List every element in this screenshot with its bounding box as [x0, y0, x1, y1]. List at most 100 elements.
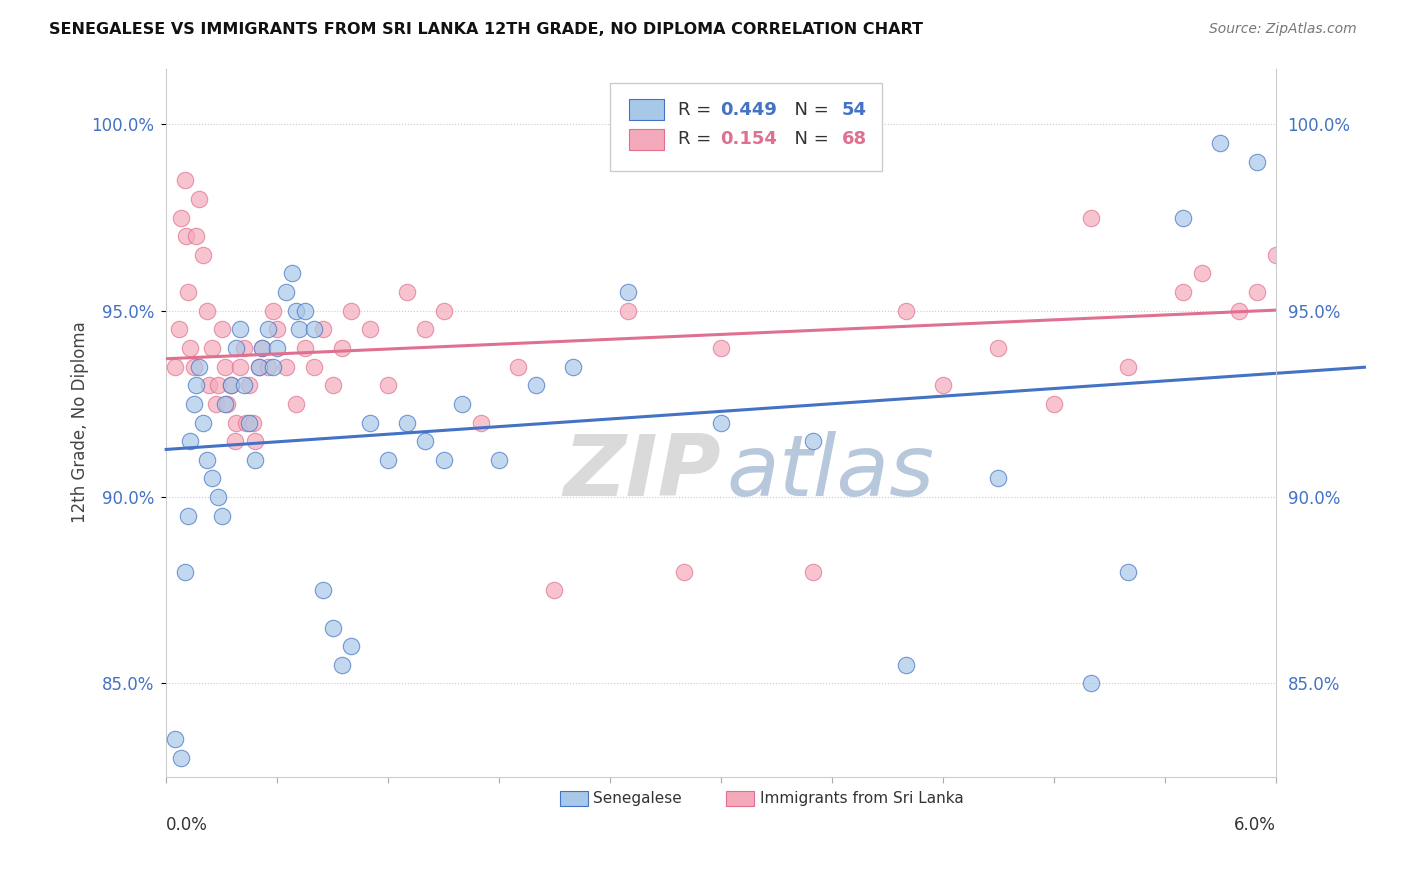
Point [294, 303, 316, 318]
Point [207, 490, 229, 504]
Point [1080, 211, 1102, 225]
Point [302, 359, 325, 374]
Point [395, 416, 418, 430]
Point [217, 397, 239, 411]
FancyBboxPatch shape [610, 83, 882, 171]
Point [232, 341, 254, 355]
Point [183, 359, 205, 374]
Point [932, 378, 955, 392]
Point [710, 416, 733, 430]
Point [987, 341, 1010, 355]
FancyBboxPatch shape [560, 791, 588, 806]
Point [1339, 211, 1361, 225]
Point [488, 453, 510, 467]
Text: Senegalese: Senegalese [593, 791, 682, 806]
Point [322, 621, 344, 635]
Text: ZIP: ZIP [564, 431, 721, 514]
Point [1264, 248, 1286, 262]
Point [288, 322, 311, 336]
Point [506, 359, 529, 374]
Point [281, 267, 304, 281]
Point [252, 341, 274, 355]
Point [232, 378, 254, 392]
Point [262, 359, 284, 374]
Point [165, 732, 187, 747]
Point [262, 303, 284, 318]
Point [247, 359, 270, 374]
Point [191, 416, 214, 430]
Point [312, 583, 335, 598]
Point [543, 583, 565, 598]
Point [894, 657, 917, 672]
Point [195, 303, 218, 318]
Point [330, 341, 353, 355]
Point [238, 378, 260, 392]
Text: Immigrants from Sri Lanka: Immigrants from Sri Lanka [759, 791, 963, 806]
Text: 54: 54 [842, 101, 868, 119]
Text: N =: N = [783, 101, 835, 119]
Point [1191, 267, 1213, 281]
Point [257, 322, 280, 336]
Point [243, 434, 266, 449]
Point [413, 322, 436, 336]
Point [413, 434, 436, 449]
Point [214, 359, 236, 374]
Point [177, 508, 200, 523]
Point [1246, 285, 1268, 300]
Point [451, 397, 474, 411]
Point [170, 751, 193, 765]
Point [167, 322, 190, 336]
Text: 68: 68 [842, 130, 868, 148]
Point [803, 434, 825, 449]
Text: 0.0%: 0.0% [166, 815, 208, 833]
Point [219, 378, 242, 392]
Point [184, 229, 207, 244]
Point [284, 397, 307, 411]
Point [242, 416, 264, 430]
Point [1227, 303, 1250, 318]
Point [188, 359, 211, 374]
Point [177, 285, 200, 300]
Point [191, 248, 214, 262]
Point [1246, 154, 1268, 169]
Text: 0.449: 0.449 [720, 101, 776, 119]
Point [803, 565, 825, 579]
Point [1209, 136, 1232, 150]
FancyBboxPatch shape [727, 791, 754, 806]
Point [1116, 359, 1139, 374]
Point [470, 416, 492, 430]
Point [224, 434, 246, 449]
Point [173, 173, 195, 187]
Point [225, 341, 247, 355]
Point [1173, 285, 1195, 300]
Point [359, 322, 381, 336]
Point [179, 434, 201, 449]
Text: 0.154: 0.154 [720, 130, 776, 148]
Text: Source: ZipAtlas.com: Source: ZipAtlas.com [1209, 22, 1357, 37]
Point [617, 303, 640, 318]
Point [710, 341, 733, 355]
Point [205, 397, 228, 411]
Point [229, 359, 252, 374]
FancyBboxPatch shape [628, 99, 665, 120]
Point [184, 378, 207, 392]
Point [894, 303, 917, 318]
Point [201, 341, 224, 355]
Point [257, 359, 280, 374]
Point [170, 211, 193, 225]
Point [340, 639, 363, 653]
Point [173, 565, 195, 579]
Point [1043, 397, 1066, 411]
Text: R =: R = [678, 130, 717, 148]
Point [197, 378, 219, 392]
Point [377, 378, 399, 392]
Point [432, 453, 454, 467]
Point [235, 416, 257, 430]
Point [183, 397, 205, 411]
Text: SENEGALESE VS IMMIGRANTS FROM SRI LANKA 12TH GRADE, NO DIPLOMA CORRELATION CHART: SENEGALESE VS IMMIGRANTS FROM SRI LANKA … [49, 22, 924, 37]
Point [322, 378, 344, 392]
Y-axis label: 12th Grade, No Diploma: 12th Grade, No Diploma [72, 322, 89, 524]
Point [617, 285, 640, 300]
Point [1302, 248, 1324, 262]
Point [395, 285, 418, 300]
